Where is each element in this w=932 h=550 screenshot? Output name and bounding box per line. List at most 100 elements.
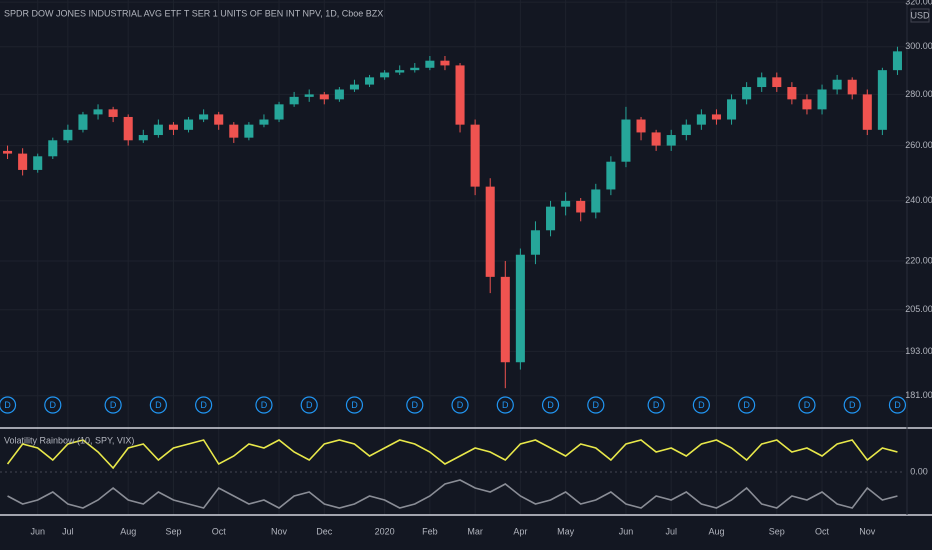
- x-tick-label: Jul: [62, 526, 74, 536]
- candle-body: [365, 77, 375, 85]
- dividend-marker: [692, 396, 710, 414]
- candle-body: [289, 96, 299, 105]
- dividend-label: D: [894, 400, 901, 410]
- y-tick-label: 193.00: [905, 346, 932, 356]
- candle-body: [214, 114, 224, 125]
- candle-body: [304, 94, 314, 97]
- dividend-label: D: [547, 400, 554, 410]
- x-tick-label: Apr: [513, 526, 527, 536]
- candle-body: [48, 140, 58, 157]
- dividend-marker: [798, 396, 816, 414]
- x-tick-label: Sep: [769, 526, 785, 536]
- candle-body: [63, 129, 73, 141]
- x-tick-label: Nov: [859, 526, 876, 536]
- candle-body: [33, 156, 43, 170]
- candle-body: [168, 124, 178, 130]
- x-tick-label: Aug: [120, 526, 136, 536]
- candle-body: [742, 87, 752, 100]
- dividend-label: D: [593, 400, 600, 410]
- candle-body: [229, 124, 239, 138]
- dividend-label: D: [804, 400, 811, 410]
- dividend-label: D: [261, 400, 268, 410]
- candle-body: [138, 135, 148, 141]
- candle-body: [244, 124, 254, 138]
- dividend-marker: [300, 396, 318, 414]
- dividend-label: D: [200, 400, 207, 410]
- indicator-line: [7, 479, 898, 509]
- candle-body: [651, 132, 661, 146]
- candle-body: [621, 119, 631, 162]
- candle-body: [636, 119, 646, 133]
- dividend-marker: [451, 396, 469, 414]
- candle-body: [847, 79, 857, 95]
- candle-body: [93, 109, 103, 115]
- currency: USD: [910, 10, 930, 20]
- candle-body: [18, 153, 28, 170]
- candle-body: [395, 70, 405, 73]
- dividend-marker: [496, 396, 514, 414]
- candle-body: [334, 89, 344, 100]
- candle-body: [410, 67, 420, 71]
- chart-title: SPDR DOW JONES INDUSTRIAL AVG ETF T SER …: [4, 8, 383, 18]
- dividend-marker: [104, 396, 122, 414]
- x-tick-label: Oct: [212, 526, 227, 536]
- x-tick-label: Dec: [316, 526, 333, 536]
- x-tick-label: Jul: [665, 526, 677, 536]
- candle-body: [877, 70, 887, 130]
- x-tick-label: Nov: [271, 526, 288, 536]
- candle-body: [666, 135, 676, 146]
- candle-body: [78, 114, 88, 130]
- dividend-label: D: [849, 400, 856, 410]
- candle-body: [711, 114, 721, 120]
- dividend-label: D: [743, 400, 750, 410]
- dividend-marker: [541, 396, 560, 414]
- candle-body: [727, 99, 737, 120]
- dividend-marker: [647, 396, 665, 414]
- candle-body: [591, 189, 601, 213]
- candle-body: [787, 87, 797, 100]
- candle-body: [470, 124, 480, 187]
- y-tick-label: 205.00: [905, 304, 932, 314]
- candle-body: [802, 99, 812, 110]
- dividend-marker: [888, 396, 907, 414]
- x-tick-label: Jun: [619, 526, 634, 536]
- marks: [0, 46, 907, 509]
- candle-body: [108, 109, 118, 117]
- candle-body: [681, 124, 691, 136]
- candle-body: [349, 84, 359, 90]
- dividend-label: D: [4, 400, 11, 410]
- dividend-marker: [738, 396, 756, 414]
- candle-body: [3, 150, 13, 154]
- y-tick-label: 300.00: [905, 41, 932, 51]
- dividend-label: D: [110, 400, 117, 410]
- dividend-label: D: [306, 400, 313, 410]
- x-tick-label: 2020: [375, 526, 395, 536]
- dividend-marker: [345, 396, 364, 414]
- candle-body: [319, 94, 329, 100]
- dividend-label: D: [50, 400, 57, 410]
- y-tick-label: 260.00: [905, 140, 932, 150]
- grid: [0, 0, 905, 515]
- candle-body: [485, 186, 495, 277]
- dividend-marker: [149, 396, 167, 414]
- candle-body: [274, 104, 284, 120]
- dividend-marker: [44, 396, 62, 414]
- dividend-label: D: [698, 400, 705, 410]
- dividend-label: D: [351, 400, 358, 410]
- dividend-marker: [406, 396, 424, 414]
- candle-body: [530, 230, 540, 255]
- x-tick-label: May: [557, 526, 575, 536]
- candle-body: [832, 79, 842, 90]
- currency-box: [910, 8, 930, 23]
- candle-body: [817, 89, 827, 110]
- dividend-marker: [255, 396, 273, 414]
- candle-body: [696, 114, 706, 125]
- indicator-tick-label: 0.00: [910, 466, 928, 476]
- candle-body: [153, 124, 163, 136]
- candle-body: [455, 65, 465, 125]
- candle-body: [757, 77, 767, 88]
- dividend-marker: [587, 396, 605, 414]
- x-tick-label: Sep: [165, 526, 181, 536]
- dividend-label: D: [457, 400, 464, 410]
